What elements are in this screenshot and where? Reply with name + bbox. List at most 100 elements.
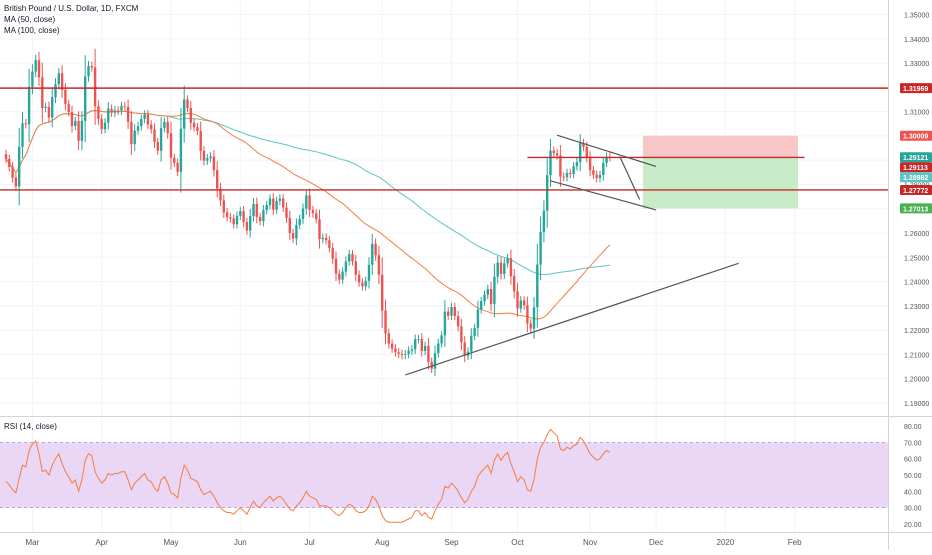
candle-body — [364, 280, 367, 287]
candle-body — [529, 323, 532, 329]
candle — [74, 116, 77, 131]
candle — [351, 249, 354, 266]
candle — [126, 99, 130, 130]
candle-body — [179, 128, 183, 172]
candle-body — [41, 77, 44, 108]
candle — [295, 218, 298, 246]
candle-body — [575, 162, 579, 167]
candle — [417, 334, 420, 344]
y-tick-label: 1.33000 — [904, 61, 929, 68]
candle — [361, 278, 364, 291]
candle-body — [67, 103, 70, 113]
candle — [437, 338, 440, 358]
price-label-text: 1.30009 — [903, 134, 928, 141]
candle-body — [516, 291, 519, 309]
candle-body — [189, 107, 192, 123]
candle-body — [447, 311, 450, 316]
candle — [430, 357, 433, 373]
candles — [4, 48, 612, 377]
candle — [275, 196, 278, 214]
candle — [192, 118, 196, 132]
candle — [440, 331, 443, 348]
candle-body — [588, 157, 592, 171]
candle-body — [417, 339, 420, 340]
candle — [364, 276, 367, 291]
price-label-box — [900, 162, 932, 173]
candle-body — [513, 276, 516, 292]
candle — [202, 146, 206, 166]
candle — [156, 137, 159, 155]
candle — [331, 242, 334, 264]
candle-body — [582, 143, 585, 147]
candle-body — [555, 153, 559, 156]
candle — [196, 122, 199, 136]
candle-body — [202, 150, 206, 161]
candle — [443, 300, 447, 347]
candle-body — [592, 170, 595, 175]
candle — [344, 256, 348, 277]
candle-body — [450, 307, 453, 316]
price-label-text: 1.28982 — [903, 175, 928, 182]
rsi-tick-label: 60.00 — [904, 457, 922, 464]
rsi-tick-label: 50.00 — [904, 473, 922, 480]
candle-body — [539, 232, 542, 265]
price-label-box — [900, 203, 932, 214]
candle-body — [11, 166, 14, 178]
rsi-tick-label: 80.00 — [904, 424, 922, 431]
candle — [41, 62, 44, 123]
candle — [374, 238, 377, 261]
candle — [189, 100, 192, 130]
candle — [239, 206, 242, 221]
candle-body — [166, 121, 169, 134]
candle-body — [278, 198, 282, 201]
candle-body — [499, 262, 503, 274]
candle — [542, 200, 546, 243]
candle-body — [318, 219, 321, 240]
candle — [420, 333, 423, 357]
candle — [456, 310, 460, 332]
candle — [143, 110, 146, 124]
candle-body — [77, 120, 80, 141]
candle — [546, 158, 549, 228]
candle-body — [526, 305, 529, 324]
candle — [44, 102, 47, 113]
y-tick-label: 1.23000 — [904, 304, 929, 311]
candle — [549, 138, 552, 187]
candle — [84, 55, 87, 143]
candle-body — [60, 73, 64, 90]
stop-zone — [642, 135, 798, 158]
candle-body — [90, 66, 93, 68]
candle-body — [153, 129, 156, 142]
candle — [14, 173, 18, 191]
candle-body — [130, 121, 133, 145]
candle-body — [476, 309, 480, 328]
candle — [235, 211, 239, 229]
candle-body — [489, 289, 493, 305]
price-label-box — [900, 172, 932, 183]
x-tick-label: Feb — [788, 538, 802, 547]
candle — [447, 307, 450, 321]
candle-body — [354, 261, 357, 275]
candle-body — [384, 310, 387, 334]
candle — [483, 290, 486, 306]
candle — [47, 101, 51, 123]
candle-body — [235, 215, 239, 225]
candle-body — [143, 114, 146, 119]
candle — [140, 114, 143, 131]
candle-body — [282, 198, 285, 208]
candle — [305, 189, 308, 215]
candle — [60, 65, 64, 98]
candle-body — [456, 315, 460, 327]
candle-body — [572, 166, 575, 175]
candle-body — [390, 343, 394, 349]
y-tick-label: 1.35000 — [904, 13, 929, 20]
candle — [146, 109, 150, 130]
candle — [582, 138, 585, 152]
candle-body — [110, 108, 113, 113]
candle — [107, 102, 110, 130]
candle — [298, 214, 301, 230]
candle-body — [486, 289, 489, 295]
candle-body — [470, 335, 473, 352]
candle — [212, 150, 216, 177]
